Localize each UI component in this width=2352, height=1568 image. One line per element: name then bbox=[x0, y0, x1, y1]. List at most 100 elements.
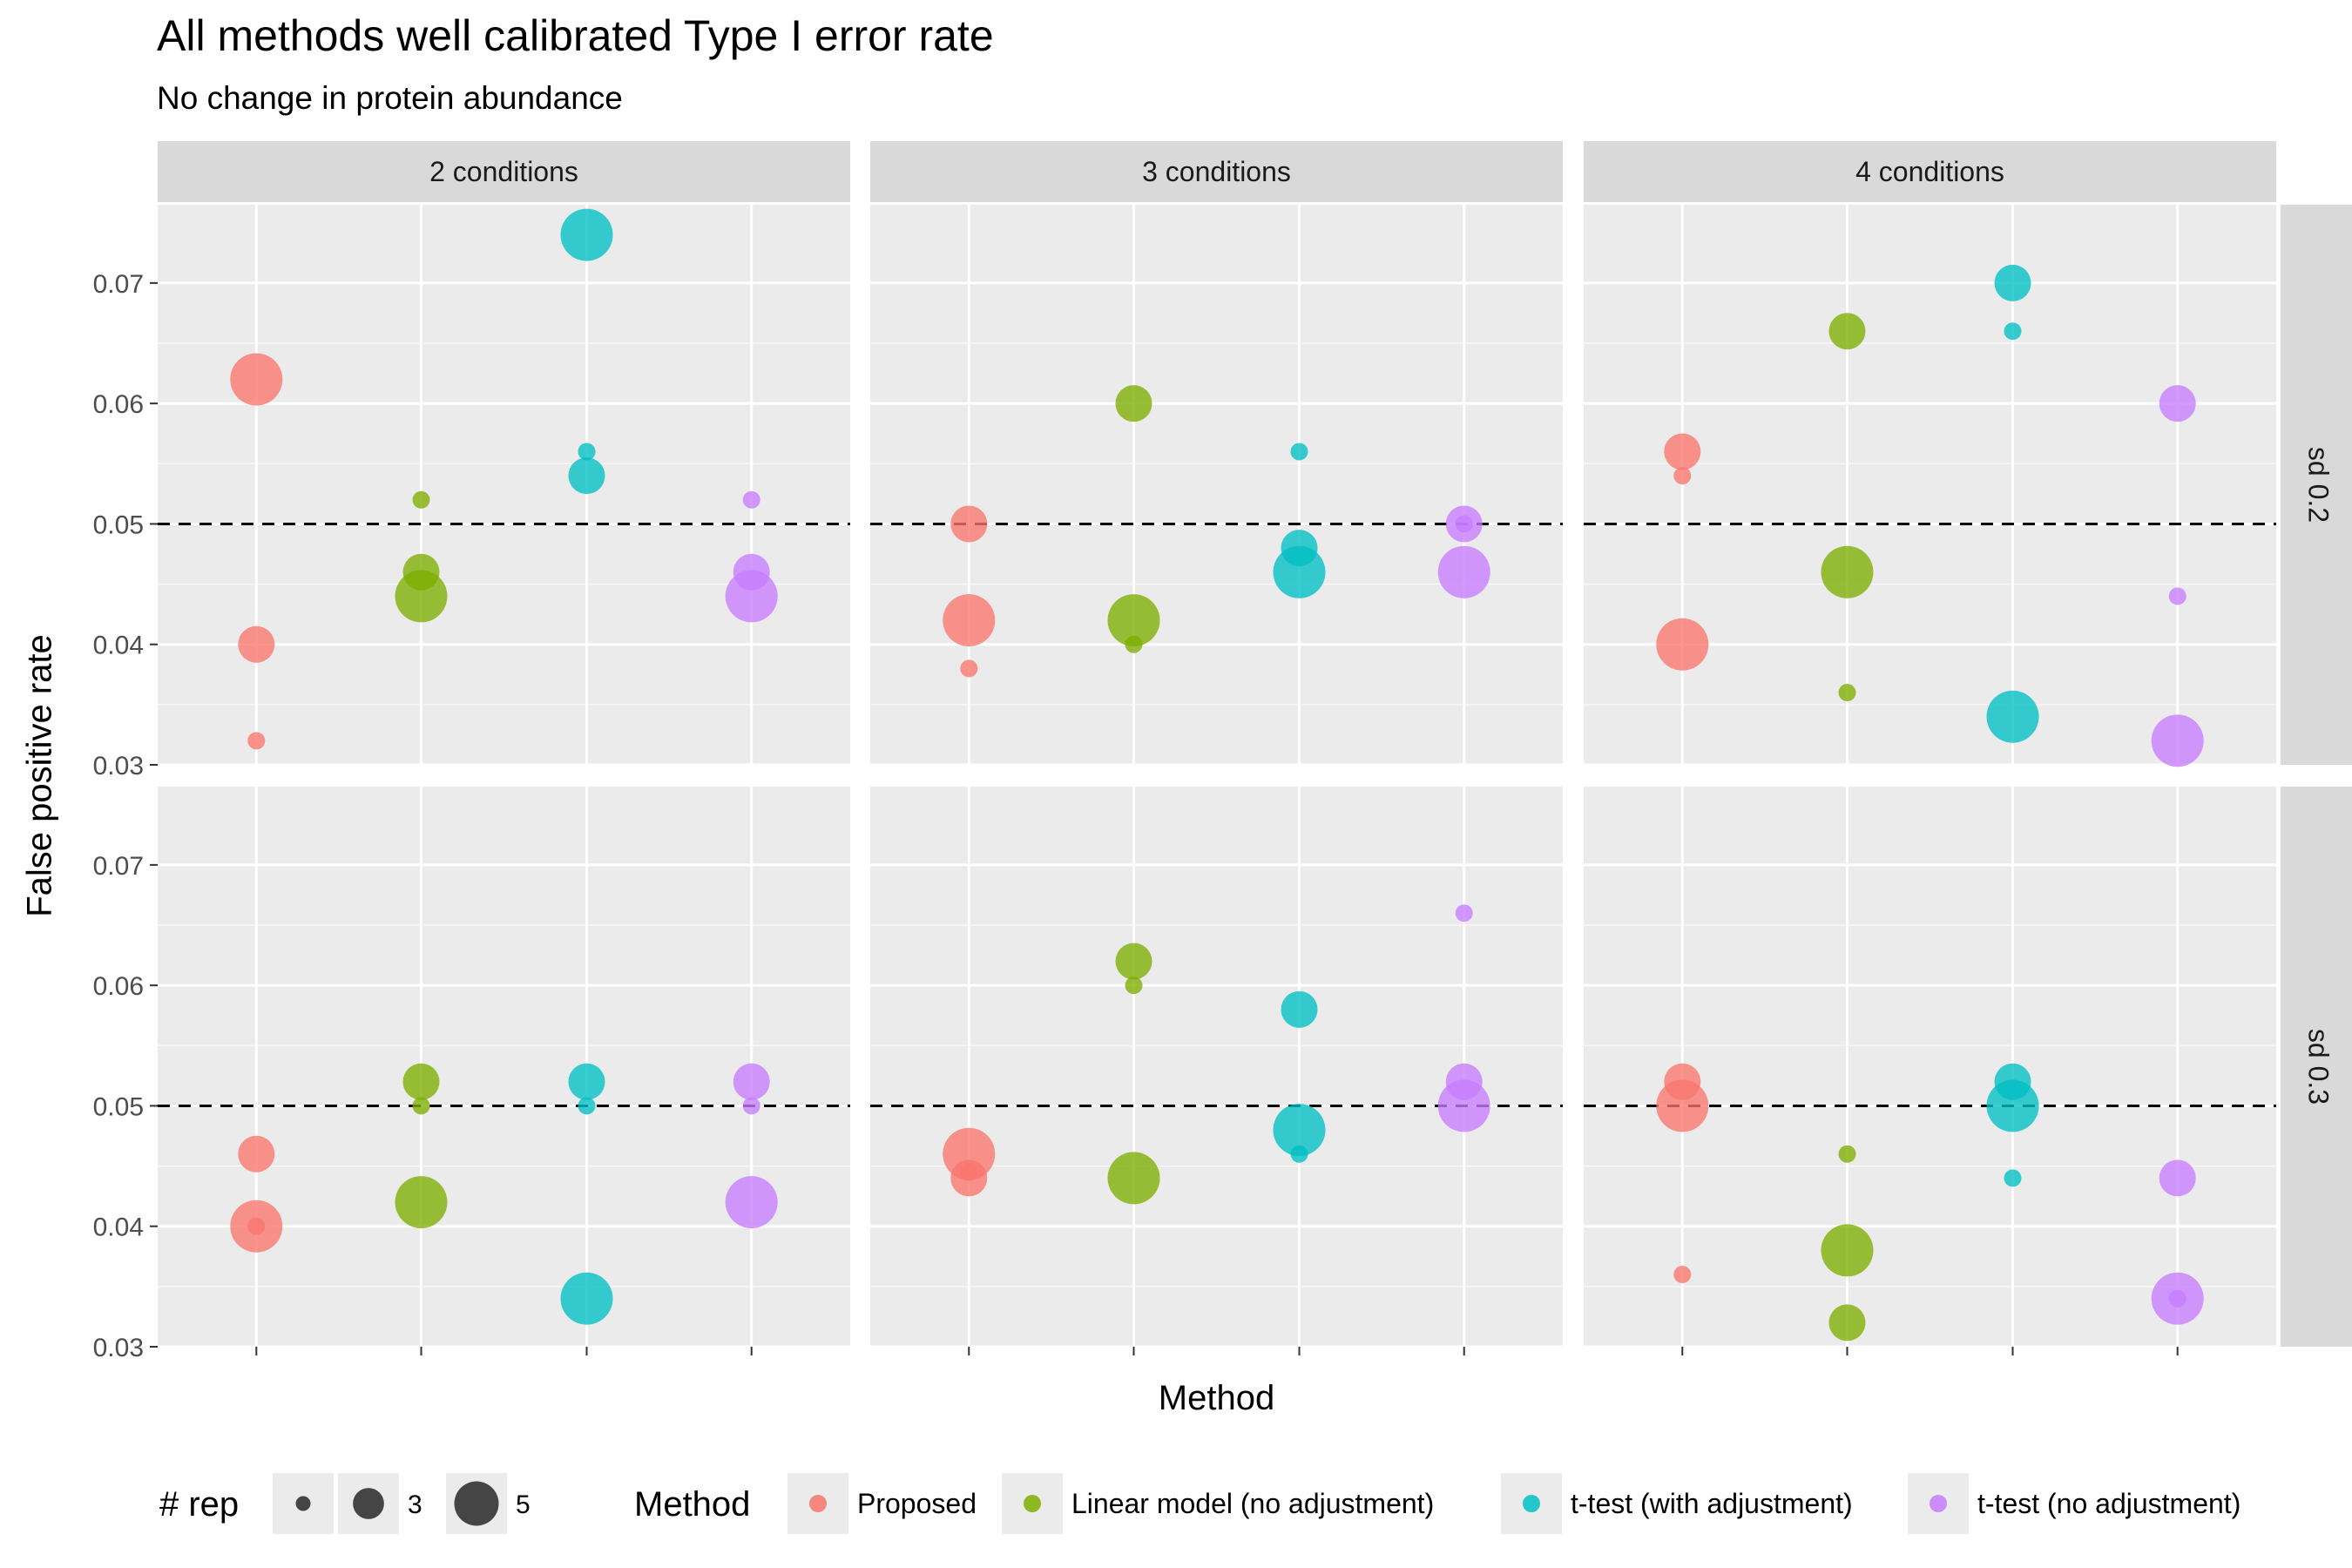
size-legend-title: # rep bbox=[159, 1485, 239, 1524]
color-legend-label: Proposed bbox=[857, 1488, 977, 1519]
data-point bbox=[1107, 594, 1160, 647]
color-legend-label: t-test (with adjustment) bbox=[1571, 1488, 1853, 1519]
chart-title: All methods well calibrated Type I error… bbox=[157, 11, 994, 60]
data-point bbox=[247, 1217, 266, 1235]
data-point bbox=[725, 1176, 778, 1229]
data-point bbox=[1656, 618, 1709, 671]
data-point bbox=[1656, 1079, 1709, 1132]
data-point bbox=[238, 1135, 275, 1173]
y-tick-label: 0.06 bbox=[93, 972, 144, 1001]
data-point bbox=[742, 490, 760, 509]
data-point bbox=[1673, 467, 1692, 485]
data-point bbox=[1125, 977, 1143, 995]
color-legend-key bbox=[1523, 1495, 1540, 1512]
data-point bbox=[568, 457, 605, 495]
data-point bbox=[1107, 1152, 1160, 1205]
data-point bbox=[742, 1097, 760, 1115]
data-point bbox=[238, 625, 275, 663]
data-point bbox=[578, 443, 596, 461]
facet-label: 3 conditions bbox=[1142, 156, 1291, 187]
data-point bbox=[412, 1097, 430, 1115]
data-point bbox=[2159, 385, 2196, 422]
color-legend-key bbox=[809, 1495, 827, 1512]
data-point bbox=[1115, 385, 1152, 422]
data-point bbox=[1125, 635, 1143, 653]
facet-label: 2 conditions bbox=[429, 156, 578, 187]
data-point bbox=[1828, 1304, 1866, 1342]
chart-subtitle: No change in protein abundance bbox=[157, 80, 623, 116]
data-point bbox=[1455, 515, 1473, 533]
data-point bbox=[560, 208, 613, 261]
data-point bbox=[1994, 264, 2031, 301]
data-point bbox=[395, 570, 448, 623]
data-point bbox=[1986, 690, 2039, 743]
y-tick-label: 0.06 bbox=[93, 390, 144, 419]
color-legend-label: t-test (no adjustment) bbox=[1977, 1488, 2240, 1519]
data-point bbox=[960, 1163, 978, 1181]
color-legend-title: Method bbox=[634, 1485, 750, 1524]
facet-strip-top bbox=[870, 141, 1563, 202]
size-legend-key bbox=[295, 1496, 311, 1511]
y-tick-label: 0.07 bbox=[93, 852, 144, 881]
data-point bbox=[2159, 1159, 2196, 1197]
panel-background bbox=[158, 787, 850, 1347]
y-tick-label: 0.04 bbox=[93, 1213, 144, 1242]
data-point bbox=[2004, 1169, 2022, 1187]
data-point bbox=[733, 1063, 770, 1100]
data-point bbox=[1821, 545, 1874, 598]
y-axis-title: False positive rate bbox=[21, 634, 59, 917]
data-point bbox=[1673, 1266, 1692, 1284]
data-point bbox=[1838, 684, 1856, 702]
facet-strip-top bbox=[158, 141, 850, 202]
size-legend-key bbox=[454, 1481, 499, 1526]
y-tick-label: 0.05 bbox=[93, 1092, 144, 1121]
data-point bbox=[402, 1063, 440, 1100]
data-point bbox=[1273, 545, 1326, 598]
data-point bbox=[1828, 313, 1866, 350]
facet-strip-right bbox=[2281, 787, 2352, 1347]
color-legend-key bbox=[1024, 1495, 1041, 1512]
panel-background bbox=[1584, 205, 2276, 765]
size-legend-label: 3 bbox=[408, 1490, 422, 1519]
y-tick-label: 0.07 bbox=[93, 270, 144, 299]
data-point bbox=[960, 659, 978, 678]
data-point bbox=[1281, 990, 1318, 1028]
data-point bbox=[2004, 322, 2022, 341]
y-tick-label: 0.03 bbox=[93, 752, 144, 781]
data-point bbox=[1290, 1145, 1308, 1163]
panel-background bbox=[1584, 787, 2276, 1347]
size-legend-key bbox=[353, 1488, 384, 1519]
y-tick-label: 0.05 bbox=[93, 510, 144, 539]
panel-background bbox=[870, 787, 1563, 1347]
data-point bbox=[2168, 587, 2186, 605]
data-point bbox=[1273, 1104, 1326, 1157]
y-tick-label: 0.03 bbox=[93, 1334, 144, 1362]
data-point bbox=[1821, 1224, 1874, 1277]
data-point bbox=[943, 594, 996, 647]
facet-strip-right bbox=[2281, 205, 2352, 765]
data-point bbox=[1455, 904, 1473, 923]
data-point bbox=[412, 490, 430, 509]
data-point bbox=[1838, 1145, 1856, 1163]
size-legend-label: 5 bbox=[516, 1490, 531, 1519]
data-point bbox=[1437, 545, 1490, 598]
data-point bbox=[1290, 443, 1308, 461]
panel-background bbox=[158, 205, 850, 765]
panel-background bbox=[870, 205, 1563, 765]
data-point bbox=[1437, 1079, 1490, 1132]
data-point bbox=[725, 570, 778, 623]
data-point bbox=[578, 1097, 596, 1115]
x-axis-title: Method bbox=[1159, 1379, 1274, 1417]
y-tick-label: 0.04 bbox=[93, 632, 144, 660]
facet-label: sd 0.2 bbox=[2303, 447, 2335, 523]
facet-label: sd 0.3 bbox=[2303, 1029, 2335, 1105]
data-point bbox=[230, 353, 283, 406]
data-point bbox=[2168, 1289, 2186, 1308]
facet-label: 4 conditions bbox=[1855, 156, 2004, 187]
data-point bbox=[950, 505, 988, 543]
data-point bbox=[2151, 714, 2204, 767]
facet-strip-top bbox=[1584, 141, 2276, 202]
data-point bbox=[568, 1063, 605, 1100]
